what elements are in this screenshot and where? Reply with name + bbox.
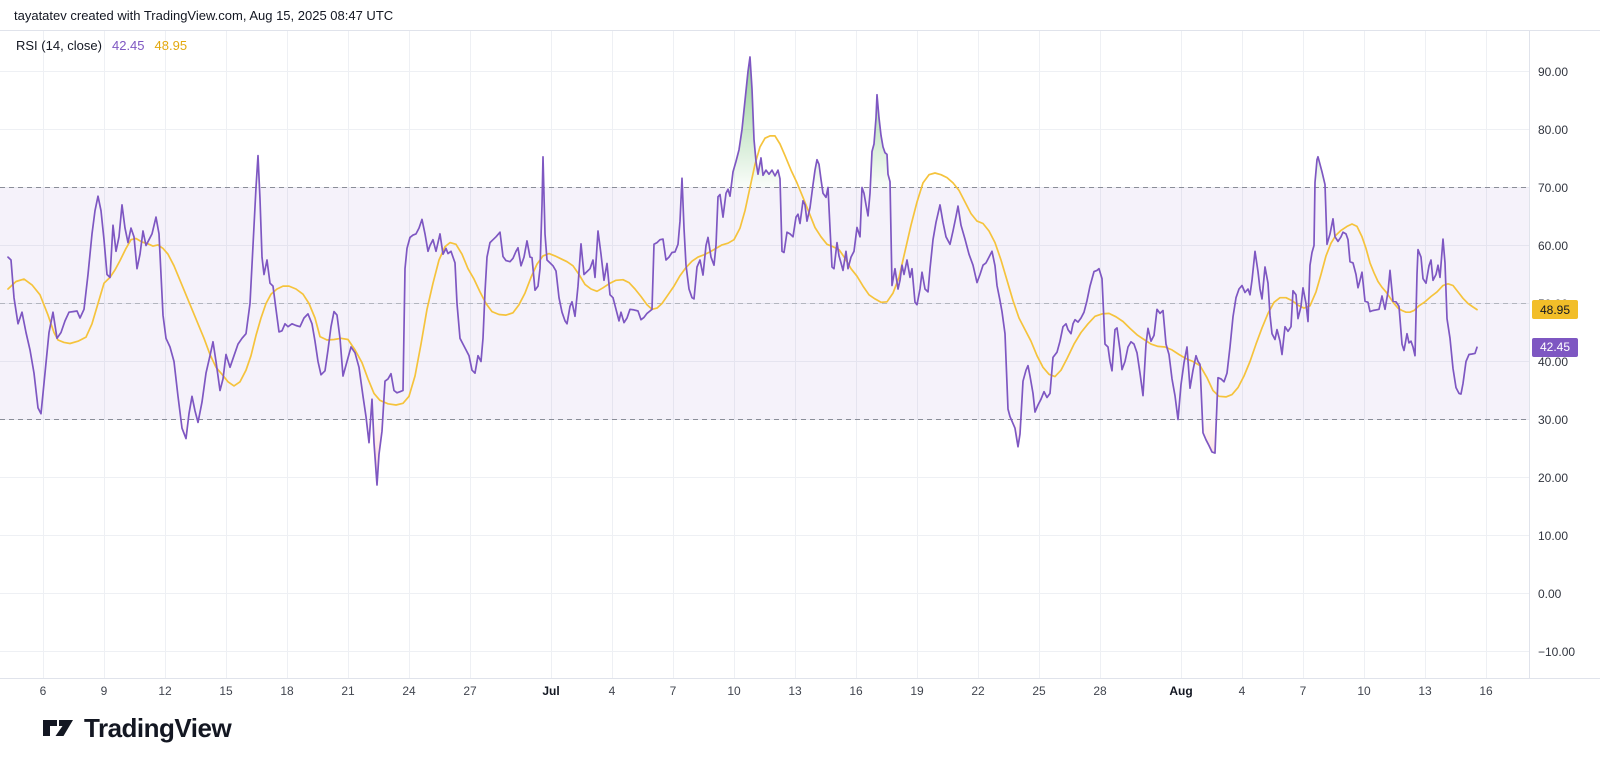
- tradingview-logo-icon: [43, 720, 73, 736]
- x-tick-label: 7: [1299, 684, 1307, 698]
- x-tick-label: 6: [39, 684, 47, 698]
- price-axis-separator: [1529, 30, 1530, 678]
- time-axis-separator: [0, 678, 1600, 679]
- x-tick-label: 7: [669, 684, 677, 698]
- rsi-price-badge: 42.45: [1532, 337, 1578, 357]
- ma-price-badge: 48.95: [1532, 300, 1578, 320]
- x-tick-label: 13: [788, 684, 802, 698]
- legend-rsi-value: 42.45: [111, 38, 145, 53]
- overbought-fill: [870, 94, 891, 188]
- overbought-fill: [1314, 156, 1326, 188]
- tradingview-logo-text: TradingView: [84, 712, 232, 743]
- y-tick-label: 60.00: [1538, 238, 1569, 253]
- y-tick-label: 0.00: [1538, 586, 1562, 601]
- ma-price-badge-label: 48.95: [1539, 302, 1571, 317]
- rsi-line: [7, 56, 1478, 486]
- x-tick-label: 25: [1032, 684, 1046, 698]
- y-tick-label: 10.00: [1538, 528, 1569, 543]
- x-tick-label: 19: [910, 684, 924, 698]
- legend-title: RSI (14, close): [16, 38, 102, 53]
- x-tick-label: 9: [100, 684, 108, 698]
- x-tick-label: Jul: [542, 684, 560, 698]
- x-tick-label: 10: [1357, 684, 1371, 698]
- x-tick-label: 4: [608, 684, 616, 698]
- x-tick-label: 12: [158, 684, 172, 698]
- overbought-fill: [731, 57, 781, 188]
- x-tick-label: 10: [727, 684, 741, 698]
- x-tick-label: Aug: [1169, 684, 1193, 698]
- overbought-fill: [812, 159, 823, 188]
- x-tick-label: 15: [219, 684, 233, 698]
- x-tick-label: 28: [1093, 684, 1107, 698]
- oversold-fill: [372, 419, 383, 485]
- y-tick-label: 20.00: [1538, 470, 1569, 485]
- y-tick-label: 90.00: [1538, 64, 1569, 79]
- y-tick-label: 30.00: [1538, 412, 1569, 427]
- pane-top-separator: [0, 30, 1600, 31]
- x-tick-label: 21: [341, 684, 355, 698]
- tradingview-logo[interactable]: TradingView: [42, 712, 232, 744]
- x-tick-label: 18: [280, 684, 294, 698]
- legend-ma-value: 48.95: [154, 38, 188, 53]
- y-tick-label: 80.00: [1538, 122, 1569, 137]
- y-tick-label: 70.00: [1538, 180, 1569, 195]
- y-tick-label: −10.00: [1538, 644, 1576, 659]
- indicator-legend[interactable]: RSI (14, close) 42.45 48.95: [16, 38, 187, 53]
- x-tick-label: 16: [849, 684, 863, 698]
- x-tick-label: 4: [1238, 684, 1246, 698]
- y-tick-label: 40.00: [1538, 354, 1569, 369]
- ma-line: [7, 135, 1478, 406]
- x-tick-label: 27: [463, 684, 477, 698]
- oversold-fill: [1202, 419, 1217, 454]
- x-tick-label: 24: [402, 684, 416, 698]
- x-tick-label: 22: [971, 684, 985, 698]
- attribution-text: tayatatev created with TradingView.com, …: [14, 8, 394, 23]
- x-tick-label: 16: [1479, 684, 1493, 698]
- rsi-price-badge-label: 42.45: [1539, 340, 1571, 355]
- x-tick-label: 13: [1418, 684, 1432, 698]
